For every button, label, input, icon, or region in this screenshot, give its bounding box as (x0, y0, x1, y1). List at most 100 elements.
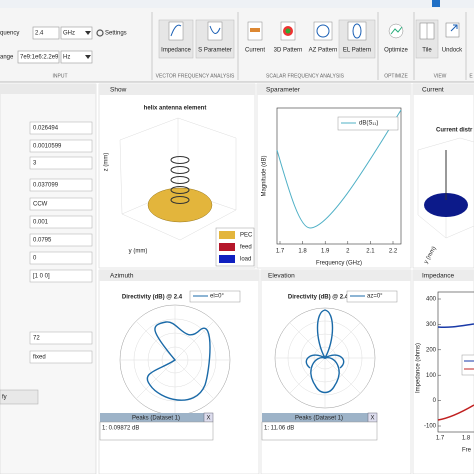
property-value: 0.026494 (33, 126, 59, 132)
toolstrip: quency 2.4 GHz Settings ange 7e9:1e6:2.2… (0, 0, 474, 83)
x-tick-label: 1.8 (462, 436, 471, 442)
property-input[interactable] (29, 350, 93, 364)
panel-tab-bar (257, 84, 411, 95)
dropdown-arrow (85, 55, 91, 59)
peaks-header (100, 413, 213, 422)
tile-button[interactable]: Tile (415, 19, 439, 59)
property-input[interactable] (29, 121, 93, 135)
ground-plane (424, 193, 468, 217)
helix-turn (170, 186, 190, 194)
axis-label: Frequency (GHz) (316, 261, 362, 267)
pattern-curve (305, 309, 345, 394)
plot-title: Directivity (dB) @ 2.4 (288, 295, 349, 301)
property-input[interactable] (29, 331, 93, 345)
y-tick-label: 300 (426, 322, 437, 328)
peaks-table (261, 421, 378, 441)
button-label: Tile (422, 48, 432, 54)
settings-icon[interactable] (96, 29, 104, 37)
icon-curve (352, 23, 362, 39)
legend-label: PEC (240, 233, 253, 239)
axis-label: y (mm) (129, 249, 148, 255)
property-value: 0.001 (33, 220, 49, 226)
frequency-unit-dropdown[interactable] (60, 26, 93, 40)
section-label: OPTIMIZE (384, 73, 408, 79)
plot-title: Current distr (436, 128, 473, 134)
icon-curve (316, 24, 330, 38)
y-tick-label: 0 (433, 398, 437, 404)
s11-curve (276, 109, 402, 229)
apply-button[interactable] (0, 389, 39, 405)
legend-box (337, 116, 399, 131)
property-input[interactable] (29, 233, 93, 247)
panel-tab[interactable]: Current (422, 87, 444, 94)
legend-label: feed (240, 245, 252, 251)
x-tick-label: 1.7 (436, 436, 445, 442)
axis-label: Fre (462, 448, 472, 454)
apply-label[interactable]: fy (2, 395, 7, 401)
y-tick-label: 100 (426, 373, 437, 379)
property-value: 0.0010599 (33, 144, 62, 150)
window-icon (432, 0, 440, 7)
panel-tab[interactable]: Elevation (268, 273, 295, 280)
range-unit-dropdown[interactable] (60, 50, 93, 64)
legend-box (346, 290, 398, 303)
panel-bg (412, 83, 474, 269)
button-icon (207, 21, 223, 41)
frequency-label: quency (0, 31, 19, 37)
y-ticks: 400 300 200 100 0 -100 (424, 297, 441, 430)
helix (170, 156, 190, 204)
icon-arrow (450, 24, 458, 32)
helix-turn (170, 176, 190, 184)
x-ticks: 1.7 1.8 1.9 2 2.1 2.2 (276, 241, 398, 255)
undock-button[interactable]: Undock (442, 22, 463, 54)
axis-label: Impedance (ohms) (416, 343, 422, 393)
property-value: 0 (33, 256, 37, 262)
property-input[interactable] (29, 269, 93, 283)
icon-fill (250, 28, 260, 32)
property-value: 72 (33, 336, 40, 342)
property-input[interactable] (29, 139, 93, 153)
property-value: [1 0 0] (33, 274, 50, 280)
close-label[interactable]: X (206, 416, 210, 422)
range-unit: Hz (63, 55, 70, 61)
panel-bg (256, 83, 412, 269)
panel-header (0, 84, 96, 94)
current-button[interactable]: Current (245, 21, 265, 54)
helix-turn (170, 156, 190, 164)
panel-tab[interactable]: Impedance (422, 273, 455, 280)
range-input[interactable] (17, 50, 60, 64)
s-parameter-button[interactable]: S Parameter (195, 19, 235, 59)
property-input[interactable] (29, 215, 93, 229)
legend-box (189, 290, 241, 303)
3d-pattern-button[interactable]: 3D Pattern (274, 21, 303, 54)
panel-tab[interactable]: Show (110, 87, 127, 94)
properties-panel: 0.026494 0.0010599 3 0.037099 CCW 0.001 0.0795… (0, 83, 97, 474)
property-input[interactable] (29, 178, 93, 192)
range-label: ange (0, 55, 14, 61)
property-input[interactable] (29, 251, 93, 265)
impedance-button[interactable]: Impedance (158, 19, 194, 59)
panel-tab-bar (413, 84, 474, 95)
el-pattern-button[interactable]: EL Pattern (338, 19, 376, 59)
panel-tab[interactable]: Azimuth (110, 273, 134, 280)
settings-label[interactable]: Settings (105, 31, 127, 37)
property-input[interactable] (29, 156, 93, 170)
az-pattern-button[interactable]: AZ Pattern (309, 21, 338, 54)
legend-swatch (219, 231, 235, 239)
title-strip (0, 0, 474, 8)
panel-tab[interactable]: Sparameter (266, 87, 301, 94)
helix-turn (170, 166, 190, 174)
property-input[interactable] (29, 197, 93, 211)
x-tick-label: 2 (346, 249, 350, 255)
close-label[interactable]: X (370, 416, 374, 422)
peak-row: 1: 11.06 dB (264, 426, 294, 432)
section-label: E (469, 73, 473, 79)
peak-row: 1: 0.09872 dB (102, 426, 139, 432)
show-panel: Show helix antenna element z (mm) y (mm)… (98, 83, 256, 269)
y-tick-label: -100 (424, 424, 437, 430)
y-tick-label: 200 (426, 347, 437, 353)
frequency-input[interactable] (32, 26, 60, 40)
button-label: Undock (442, 48, 463, 54)
optimize-button[interactable]: Optimize (384, 23, 408, 54)
axis-label: z (mm) (104, 153, 110, 172)
